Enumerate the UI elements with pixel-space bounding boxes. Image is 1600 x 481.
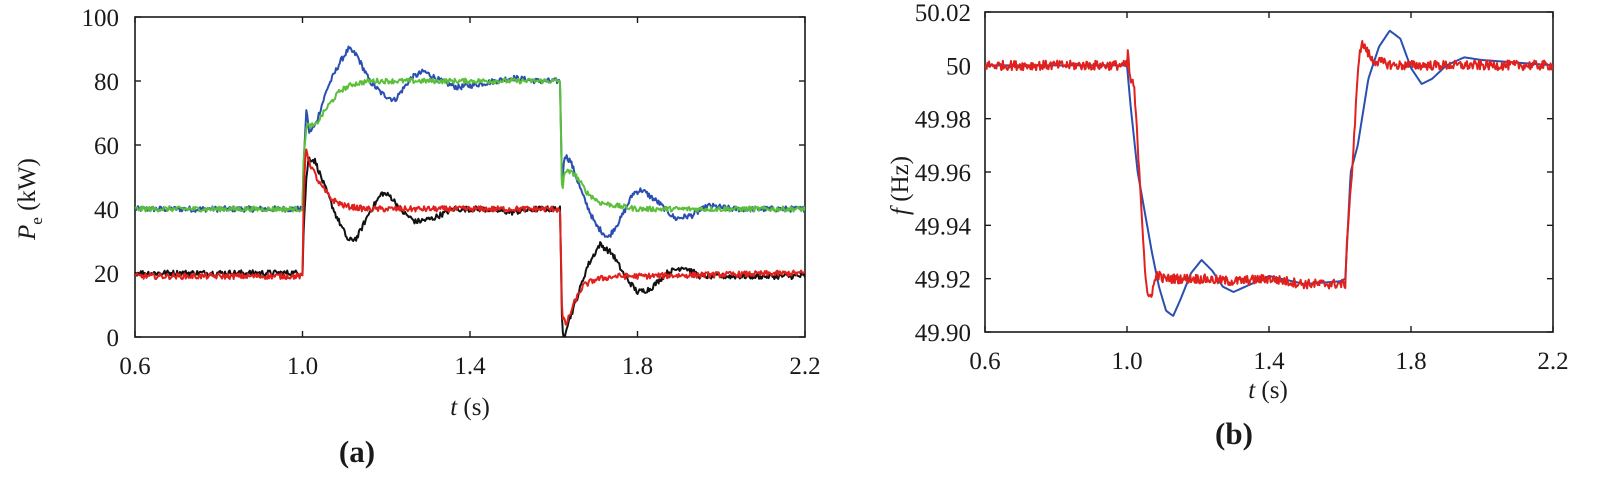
x-axis-label-b: t (s) — [1248, 377, 1288, 404]
y-tick-label-b: 49.98 — [915, 107, 971, 134]
panel-label-b: (b) — [1215, 416, 1253, 451]
x-tick-label-a: 0.6 — [119, 353, 150, 380]
x-tick-label-b: 2.2 — [1537, 348, 1568, 375]
y-tick-label-b: 50.02 — [915, 0, 971, 27]
x-tick-label-b: 1.4 — [1253, 348, 1285, 375]
y-tick-label-a: 60 — [94, 133, 119, 160]
y-axis-unit-b: (Hz) — [887, 156, 914, 202]
axis-ticks-b: 0.6 1.0 1.4 1.8 2.2 49.90 49.92 49.94 49.96 49.98… — [915, 0, 1569, 375]
y-axis-var-a: P — [14, 225, 41, 241]
x-tick-label-b: 1.8 — [1395, 348, 1426, 375]
series-group-a — [135, 45, 805, 337]
axis-ticks-a: 0.6 1.0 1.4 1.8 2.2 0 20 40 60 80 100 — [82, 5, 821, 380]
y-tick-label-b: 49.90 — [915, 320, 971, 347]
x-axis-label-a: t (s) — [450, 394, 490, 421]
y-tick-label-b: 49.96 — [915, 160, 971, 187]
series-line-llf-gfvsg — [985, 40, 1553, 298]
y-tick-label-a: 0 — [107, 325, 120, 352]
y-tick-label-b: 49.92 — [915, 267, 971, 294]
svg-text:Pe (kW): Pe (kW) — [14, 158, 46, 241]
x-axis-var-a: t — [450, 394, 458, 421]
x-tick-label-b: 0.6 — [969, 348, 1000, 375]
y-tick-label-a: 20 — [94, 261, 119, 288]
series-line-llf-gfvsg1 — [135, 77, 805, 213]
series-line-llf-gfvsg2 — [135, 148, 805, 326]
y-axis-label-b: f (Hz) — [887, 156, 914, 215]
x-axis-unit-b: (s) — [1261, 377, 1287, 404]
y-tick-label-b: 50 — [946, 53, 971, 80]
y-axis-var-b: f — [887, 205, 914, 215]
svg-text:f (Hz): f (Hz) — [887, 156, 914, 215]
y-axis-label-a: Pe (kW) — [14, 158, 46, 241]
chart-panel-b: 0.6 1.0 1.4 1.8 2.2 49.90 49.92 49.94 49.96 49.98… — [887, 0, 1569, 451]
x-tick-label-a: 2.2 — [789, 353, 820, 380]
y-tick-label-b: 49.94 — [915, 213, 972, 240]
panel-label-a: (a) — [339, 434, 375, 469]
x-axis-unit-a: (s) — [463, 394, 489, 421]
x-tick-label-a: 1.8 — [622, 353, 653, 380]
x-tick-label-a: 1.0 — [287, 353, 318, 380]
x-axis-var-b: t — [1248, 377, 1256, 404]
y-axis-unit-a: (kW) — [14, 158, 41, 211]
x-tick-label-a: 1.4 — [454, 353, 486, 380]
series-group-b — [985, 29, 1553, 317]
y-tick-label-a: 80 — [94, 69, 119, 96]
y-tick-label-a: 100 — [82, 5, 120, 32]
y-tick-label-a: 40 — [94, 197, 119, 224]
chart-panel-a: 0.6 1.0 1.4 1.8 2.2 0 20 40 60 80 100 Pe (kW) t (s… — [14, 5, 821, 469]
y-axis-sub-a: e — [27, 217, 46, 225]
x-tick-label-b: 1.0 — [1111, 348, 1142, 375]
series-line-gfvsg1 — [135, 45, 805, 239]
plot-frame-a — [134, 16, 806, 338]
